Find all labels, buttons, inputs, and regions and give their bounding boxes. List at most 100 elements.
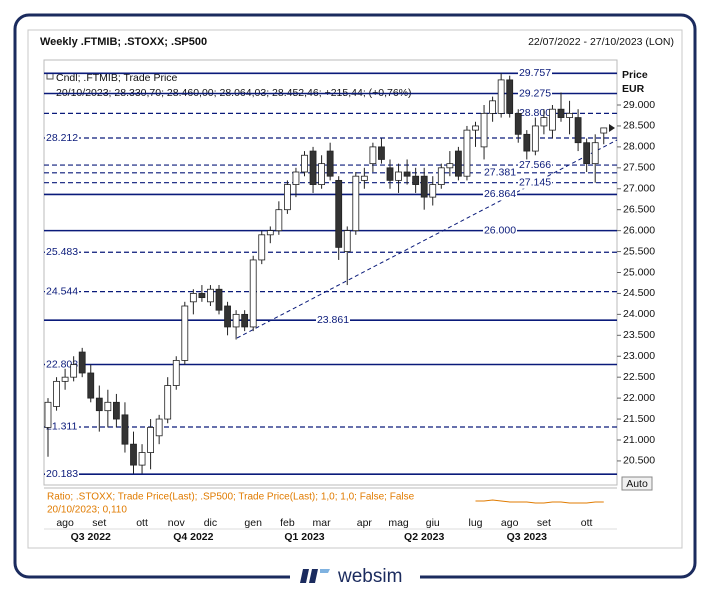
candle-body [506,79,514,114]
level-label: 29.757 [519,67,551,79]
quarter-label: Q1 2023 [284,531,324,543]
candle-body [403,171,411,177]
candle-body [232,313,240,328]
candle-body [574,117,582,144]
date-range: 22/07/2022 - 27/10/2023 (LON) [528,36,674,48]
axis-title: Price [622,69,648,81]
candle-body [446,163,454,169]
candle-body [224,305,231,328]
quarter-label: Q3 2022 [71,531,111,543]
candle-body [557,108,565,118]
auto-button[interactable] [621,476,653,491]
candle-body [463,129,471,177]
candle-body [121,414,129,445]
x-tick-label: ott [581,517,593,529]
candle-body [566,112,573,118]
candle-body [395,171,402,181]
trend-line [236,139,618,339]
x-tick-label: lug [468,517,482,529]
chart-panel [27,29,683,549]
indicator-line [475,499,604,504]
x-tick-label: ott [136,517,148,529]
candle-body [523,133,531,152]
candle-body [420,175,428,198]
candle-body [326,150,334,177]
level-label: 23.861 [317,314,349,326]
y-tick-label: 23.500 [623,329,655,341]
y-tick-label: 28.500 [623,120,655,132]
candle-body [207,288,214,303]
indicator-title: Ratio; .STOXX; Trade Price(Last); .SP500… [47,492,415,503]
level-label-bg [45,468,79,481]
y-tick-label: 20.500 [623,455,655,467]
candle-body [583,142,591,165]
x-tick-label: mar [313,517,332,529]
candle-body [189,293,197,303]
candle-body [454,150,462,177]
x-tick-label: giu [426,517,440,529]
candle-body [343,230,351,252]
candle-body [258,234,266,261]
candle-body [215,288,223,311]
level-label: 28.800 [519,107,551,119]
y-tick-label: 22.500 [623,371,655,383]
candle-body [44,401,52,428]
quarter-label: Q4 2022 [173,531,213,543]
quarter-label: Q3 2023 [507,531,547,543]
level-label-bg [518,176,552,189]
candle-body [309,150,317,185]
y-tick-label: 25.000 [623,266,655,278]
quarter-label: Q2 2023 [404,531,444,543]
logo-mark [300,569,318,583]
level-label: 27.566 [519,159,551,171]
level-label-bg [483,166,517,179]
x-tick-label: gen [244,517,262,529]
candle-body [172,360,180,386]
level-label: 26.000 [484,224,516,236]
candle-body [241,313,249,328]
y-tick-label: 23.000 [623,350,655,362]
level-label-bg [518,159,552,172]
level-label: 29.275 [519,87,551,99]
candle-body [95,397,103,412]
candle-body [164,385,172,420]
last-price-marker [609,123,615,132]
brand: websim [337,566,402,587]
candle-body [275,209,283,232]
auto-label[interactable]: Auto [626,478,648,490]
x-tick-label: nov [168,517,186,529]
indicator-detail: 20/10/2023; 0,110 [47,505,127,516]
y-tick-label: 22.000 [623,392,655,404]
y-tick-label: 24.500 [623,287,655,299]
candle-body [360,175,368,181]
candle-body [130,443,137,466]
candle-body [78,351,86,374]
x-tick-label: ago [501,517,519,529]
candle-body [335,179,343,248]
candle-body [600,127,608,134]
candle-body [497,79,505,114]
candle-body [53,380,60,407]
level-label-bg [316,314,350,327]
candle-body [591,142,599,165]
y-tick-label: 26.000 [623,224,655,236]
candle-body [437,167,445,185]
level-label-bg [45,132,79,145]
candle-body [301,154,308,173]
level-label-bg [45,285,79,298]
y-tick-label: 24.000 [623,308,655,320]
x-tick-label: mag [388,517,409,529]
legend: Cndl; .FTMIB; Trade Price [56,72,178,84]
level-label: 20.183 [46,468,78,480]
axis-unit: EUR [622,83,645,95]
x-tick-label: apr [357,517,373,529]
level-label-bg [483,188,517,201]
candle-body [514,112,522,135]
candle-body [198,293,206,299]
level-label: 27.145 [519,176,551,188]
candle-body [249,259,257,328]
level-label-bg [518,67,552,80]
candle-body [386,167,394,181]
level-label: 22.803 [46,358,78,370]
